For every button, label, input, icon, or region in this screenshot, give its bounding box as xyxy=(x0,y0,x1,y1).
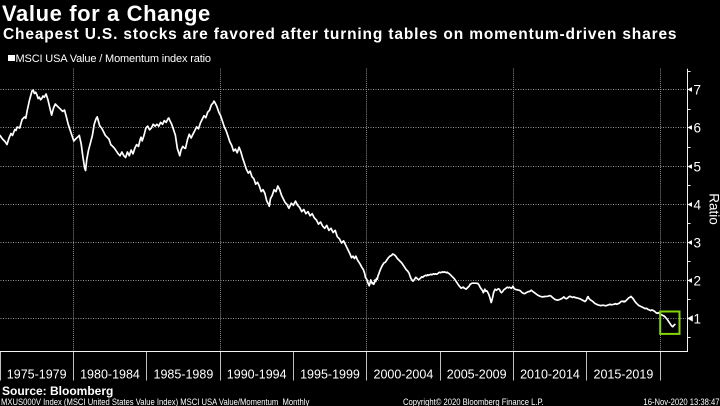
svg-text:4: 4 xyxy=(694,197,702,212)
svg-text:2: 2 xyxy=(694,273,702,288)
svg-text:1995-1999: 1995-1999 xyxy=(300,368,360,382)
svg-text:7: 7 xyxy=(694,82,702,97)
svg-text:1985-1989: 1985-1989 xyxy=(154,368,214,382)
svg-text:6: 6 xyxy=(694,120,702,135)
svg-text:2015-2019: 2015-2019 xyxy=(594,368,654,382)
svg-text:1980-1984: 1980-1984 xyxy=(80,368,140,382)
svg-text:2005-2009: 2005-2009 xyxy=(447,368,507,382)
svg-text:1: 1 xyxy=(694,311,702,326)
svg-text:2010-2014: 2010-2014 xyxy=(520,368,580,382)
svg-text:1990-1994: 1990-1994 xyxy=(227,368,287,382)
svg-text:5: 5 xyxy=(694,159,702,174)
svg-text:3: 3 xyxy=(694,235,702,250)
svg-text:Ratio: Ratio xyxy=(707,193,720,225)
svg-text:1975-1979: 1975-1979 xyxy=(7,368,67,382)
svg-text:2000-2004: 2000-2004 xyxy=(374,368,434,382)
